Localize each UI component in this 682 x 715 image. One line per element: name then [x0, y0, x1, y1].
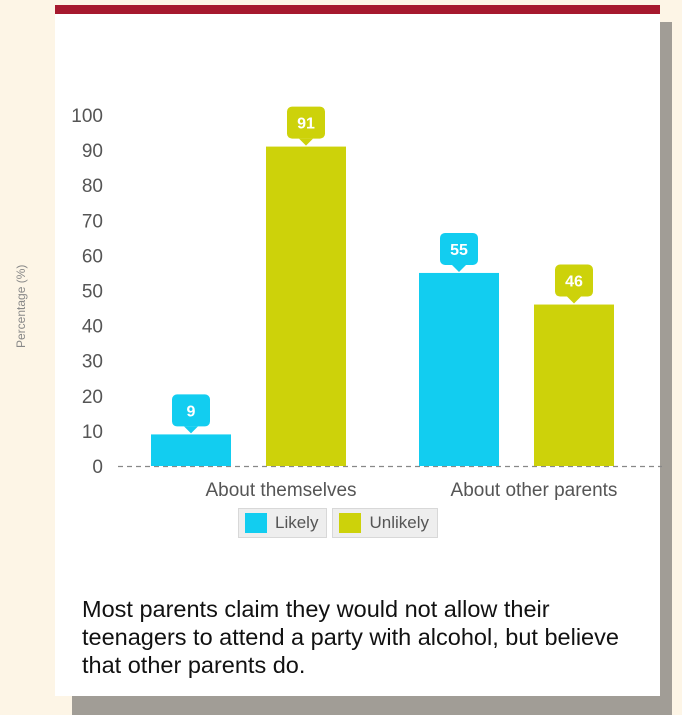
data-label-pointer	[567, 296, 581, 304]
legend-swatch-likely	[245, 513, 267, 533]
data-label: 91	[297, 116, 315, 133]
y-tick-label: 0	[92, 457, 103, 478]
data-label-bubble	[172, 394, 210, 427]
legend-swatch-unlikely	[339, 513, 362, 533]
data-label: 9	[187, 403, 196, 420]
data-label: 46	[565, 274, 583, 291]
bar-likely-0	[151, 434, 231, 466]
x-category-label: About themselves	[205, 480, 356, 501]
y-tick-label: 40	[82, 317, 103, 338]
data-label-bubble	[287, 106, 325, 139]
data-label-pointer	[299, 138, 313, 146]
y-tick-label: 70	[82, 211, 103, 232]
y-tick-label: 100	[71, 106, 103, 127]
y-tick-label: 30	[82, 352, 103, 373]
data-label-pointer	[184, 426, 198, 434]
data-label-pointer	[452, 264, 466, 272]
legend-item-unlikely[interactable]: Unlikely	[332, 508, 438, 538]
y-tick-label: 50	[82, 282, 103, 303]
y-tick-label: 20	[82, 387, 103, 408]
legend-item-likely[interactable]: Likely	[238, 508, 328, 538]
legend: Likely Unlikely	[238, 508, 438, 538]
data-label: 55	[450, 242, 468, 259]
y-tick-label: 60	[82, 246, 103, 267]
y-tick-label: 80	[82, 176, 103, 197]
bar-likely-1	[419, 272, 499, 466]
accent-bar	[55, 5, 660, 14]
bar-unlikely-0	[266, 146, 346, 466]
chart-caption: Most parents claim they would not allow …	[82, 596, 619, 678]
bar-unlikely-1	[534, 304, 614, 466]
data-label-bubble	[555, 264, 593, 297]
y-tick-label: 10	[82, 422, 103, 443]
x-category-label: About other parents	[451, 480, 618, 501]
data-label-bubble	[440, 232, 478, 265]
legend-label-likely: Likely	[275, 513, 319, 532]
y-tick-label: 90	[82, 141, 103, 162]
legend-label-unlikely: Unlikely	[369, 513, 429, 532]
